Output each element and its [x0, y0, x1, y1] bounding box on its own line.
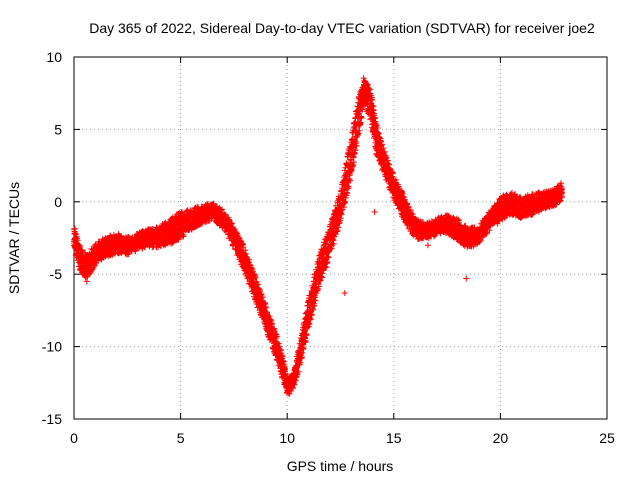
x-axis-label: GPS time / hours — [287, 458, 394, 474]
y-tick-label: 0 — [54, 194, 62, 210]
chart-title: Day 365 of 2022, Sidereal Day-to-day VTE… — [89, 20, 595, 36]
y-tick-label: -10 — [42, 339, 62, 355]
y-tick-label: -5 — [50, 266, 63, 282]
x-tick-label: 10 — [279, 430, 295, 446]
x-tick-label: 5 — [177, 430, 185, 446]
y-tick-label: 10 — [46, 49, 62, 65]
data-points — [71, 75, 565, 397]
y-axis-label: SDTVAR / TECUs — [6, 182, 22, 294]
y-tick-label: -15 — [42, 411, 62, 427]
x-tick-labels: 0 5 10 15 20 25 — [70, 430, 615, 446]
y-tick-labels: -15 -10 -5 0 5 10 — [42, 49, 62, 427]
scatter-markers — [71, 75, 565, 397]
x-tick-label: 25 — [599, 430, 615, 446]
x-tick-label: 0 — [70, 430, 78, 446]
axis-ticks — [73, 56, 608, 420]
x-tick-label: 15 — [386, 430, 402, 446]
x-tick-label: 20 — [493, 430, 509, 446]
y-tick-label: 5 — [54, 121, 62, 137]
